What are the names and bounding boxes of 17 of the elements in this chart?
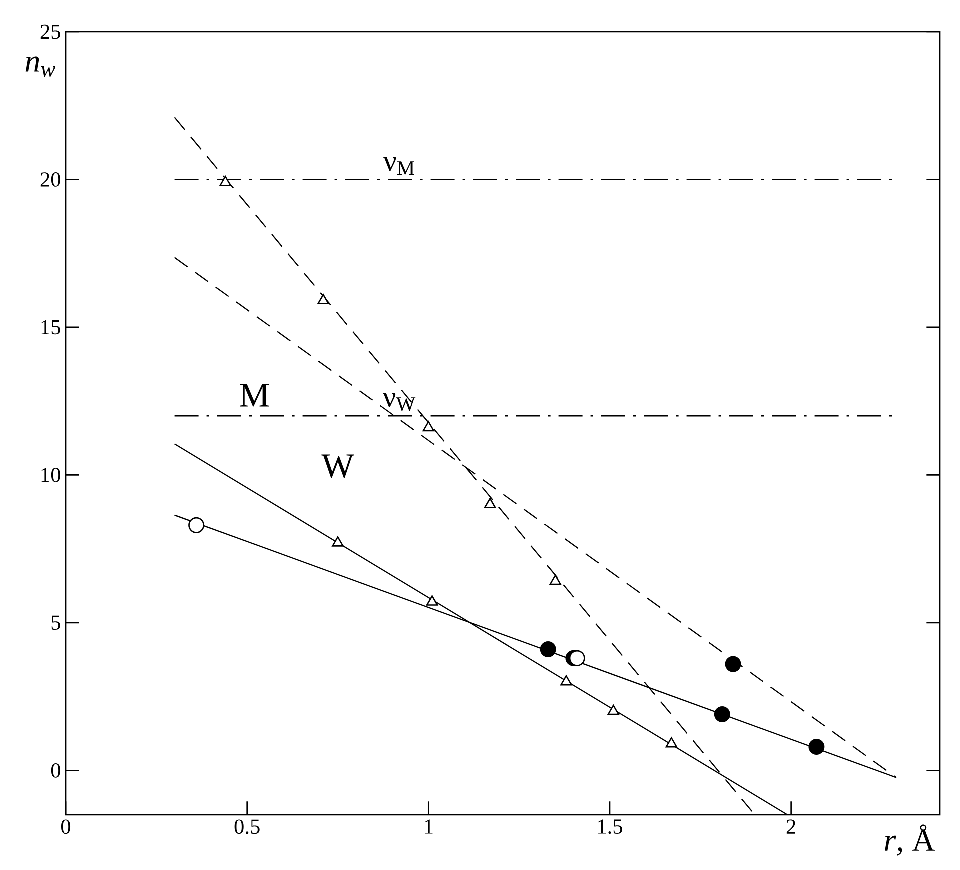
y-tick-label: 20 [40, 172, 60, 187]
y-tick-label: 5 [52, 616, 60, 630]
y-tick-label: 0 [51, 763, 60, 778]
x-tick-label: 1 [425, 820, 433, 834]
x-axis-title: r, Å [885, 824, 936, 856]
x-tick-label: 0.5 [234, 820, 260, 834]
x-tick-label: 1.5 [598, 820, 622, 834]
y-tick-label: 10 [42, 468, 60, 482]
x-tick-label: 2 [786, 820, 796, 834]
y-axis-title: n$_{w}$ [26, 56, 56, 77]
y-tick-label: 25 [40, 24, 60, 40]
y-tick-label: 15 [42, 320, 60, 335]
ref-line-label: ν$_{M}$ [384, 157, 414, 176]
annotation: M [240, 384, 269, 407]
ref-line-label: ν$_{W}$ [383, 393, 416, 412]
annotation: W [322, 454, 354, 478]
x-tick-label: 0 [61, 820, 71, 834]
